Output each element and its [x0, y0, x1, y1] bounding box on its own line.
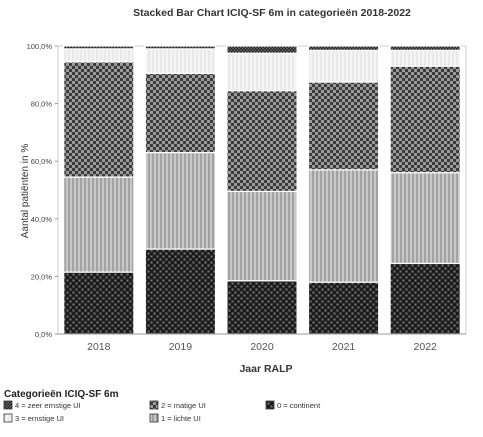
- legend-swatch: [3, 413, 13, 423]
- y-axis-label: Aantal patiënten in %: [20, 144, 31, 239]
- legend-swatch: [149, 413, 159, 423]
- bar-segment-2018-series-1: [63, 176, 135, 273]
- bar-segment-2021-series-2: [307, 81, 380, 171]
- bar-segment-2022-series-2: [389, 65, 461, 174]
- bar-segment-2019-series-1: [144, 151, 217, 250]
- legend: 4 = zeer ernstige UI 3 = ernstige UI 2 = m…: [3, 400, 321, 423]
- bar-segment-2018-series-0: [63, 271, 135, 335]
- legend-label: 4 = zeer ernstige UI: [15, 401, 81, 410]
- bar-segment-2019-series-2: [144, 72, 217, 154]
- legend-swatch: [3, 400, 13, 410]
- legend-item-1: 1 = lichte UI: [149, 413, 201, 423]
- y-tick-label: 100,0%: [27, 42, 53, 51]
- y-tick-label: 0,0%: [35, 330, 52, 339]
- bar-stacks: [63, 45, 461, 335]
- bar-segment-2021-series-0: [307, 281, 380, 335]
- bar-segment-2018-series-3: [63, 48, 135, 63]
- y-tick-label: 20,0%: [31, 272, 53, 281]
- bar-stack-2019: [144, 45, 217, 335]
- bar-stack-2022: [389, 45, 461, 335]
- bar-segment-2022-series-4: [389, 45, 461, 51]
- bar-segment-2018-series-2: [63, 61, 135, 178]
- bar-segment-2022-series-3: [389, 49, 461, 67]
- bar-segment-2020-series-1: [226, 190, 298, 282]
- bar-segment-2018-series-4: [63, 45, 135, 50]
- chart-title: Stacked Bar Chart ICIQ-SF 6m in categori…: [133, 7, 411, 19]
- bar-segment-2019-series-4: [144, 45, 217, 50]
- legend-swatch: [265, 400, 275, 410]
- y-axis-ticks: 0,0% 20,0% 40,0% 60,0% 80,0% 100,0%: [27, 42, 58, 339]
- y-tick-label: 60,0%: [31, 157, 53, 166]
- x-tick-label: 2022: [414, 341, 438, 353]
- x-axis-ticks: 2018 2019 2020 2021 2022: [87, 341, 437, 353]
- legend-swatch: [149, 400, 159, 410]
- bar-segment-2020-series-2: [226, 90, 298, 193]
- bar-stack-2021: [307, 45, 380, 335]
- legend-item-3: 3 = ernstige UI: [3, 413, 64, 423]
- bar-segment-2020-series-3: [226, 52, 298, 92]
- y-tick-label: 80,0%: [31, 100, 53, 109]
- bar-segment-2022-series-1: [389, 172, 461, 265]
- legend-item-0: 0 = continent: [265, 400, 321, 410]
- x-tick-label: 2021: [332, 341, 356, 353]
- bar-segment-2021-series-3: [307, 49, 380, 83]
- y-tick-label: 40,0%: [31, 215, 53, 224]
- x-axis-label: Jaar RALP: [239, 363, 292, 375]
- bar-stack-2018: [63, 45, 135, 335]
- x-tick-label: 2019: [169, 341, 193, 353]
- bar-segment-2021-series-4: [307, 45, 380, 51]
- bar-segment-2022-series-0: [389, 262, 461, 335]
- bar-segment-2020-series-4: [226, 45, 298, 54]
- x-tick-label: 2020: [250, 341, 274, 353]
- bar-segment-2019-series-0: [144, 248, 217, 335]
- legend-item-4: 4 = zeer ernstige UI: [3, 400, 81, 410]
- bar-segment-2021-series-1: [307, 169, 380, 283]
- bar-segment-2020-series-0: [226, 280, 298, 335]
- legend-label: 2 = matige UI: [161, 401, 206, 410]
- bar-segment-2019-series-3: [144, 48, 217, 74]
- legend-title: Categorieën ICIQ-SF 6m: [4, 389, 119, 400]
- bar-stack-2020: [226, 45, 298, 335]
- legend-label: 0 = continent: [277, 401, 321, 410]
- legend-item-2: 2 = matige UI: [149, 400, 206, 410]
- legend-label: 3 = ernstige UI: [15, 414, 64, 423]
- legend-label: 1 = lichte UI: [161, 414, 201, 423]
- x-tick-label: 2018: [87, 341, 111, 353]
